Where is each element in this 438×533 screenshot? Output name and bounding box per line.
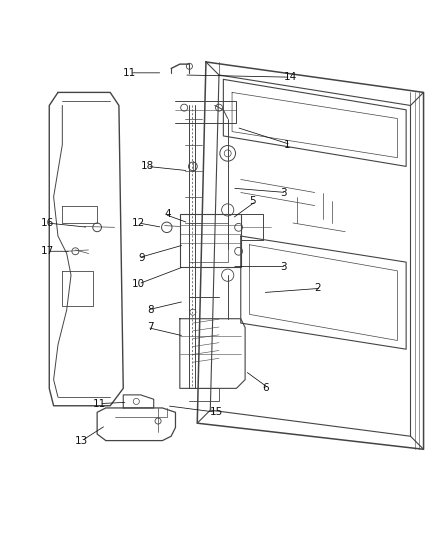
Text: 18: 18 bbox=[141, 161, 154, 172]
Text: 1: 1 bbox=[284, 140, 291, 150]
Text: 16: 16 bbox=[40, 218, 53, 228]
Text: 17: 17 bbox=[40, 246, 53, 256]
Text: 4: 4 bbox=[165, 209, 171, 219]
Text: 10: 10 bbox=[132, 279, 145, 289]
Bar bbox=[180, 214, 241, 266]
Text: 14: 14 bbox=[284, 72, 297, 82]
Text: 7: 7 bbox=[147, 322, 154, 333]
Text: 15: 15 bbox=[210, 407, 223, 417]
Text: 12: 12 bbox=[132, 218, 145, 228]
Text: 9: 9 bbox=[138, 253, 145, 263]
Text: 3: 3 bbox=[280, 262, 286, 271]
Text: 5: 5 bbox=[250, 196, 256, 206]
Text: 11: 11 bbox=[123, 68, 136, 78]
Text: 6: 6 bbox=[262, 383, 269, 393]
Bar bbox=[188, 223, 228, 262]
Text: 8: 8 bbox=[147, 305, 154, 315]
Text: 3: 3 bbox=[280, 188, 286, 198]
Text: 2: 2 bbox=[315, 283, 321, 293]
Text: 11: 11 bbox=[92, 399, 106, 409]
Text: 13: 13 bbox=[75, 435, 88, 446]
